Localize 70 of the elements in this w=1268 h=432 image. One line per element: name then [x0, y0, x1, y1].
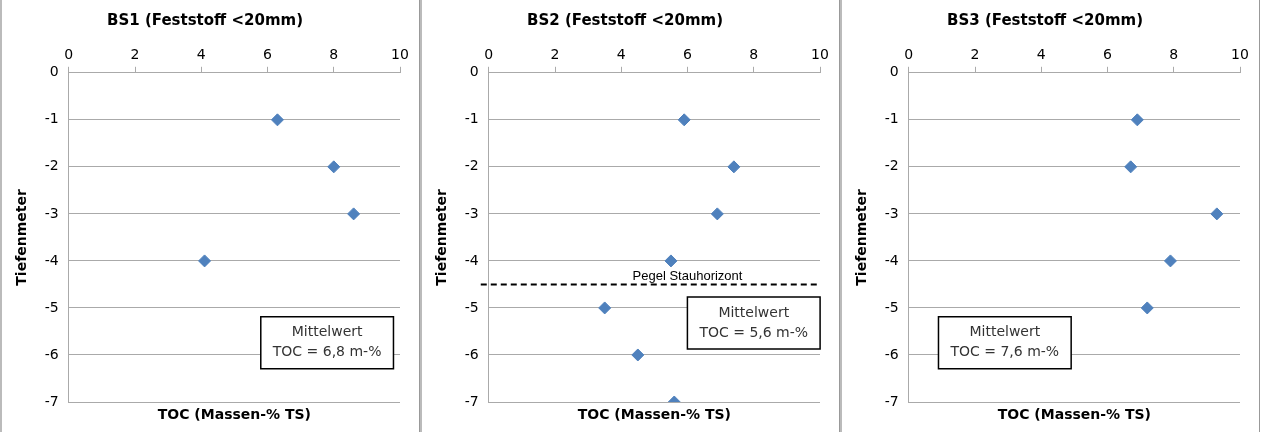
- x-tick-label: 10: [1231, 46, 1249, 63]
- y-tick-label: -4: [44, 251, 59, 268]
- point: [270, 113, 284, 127]
- y-tick-label: 0: [889, 63, 899, 80]
- x-tick-label: 4: [1036, 46, 1046, 63]
- point: [198, 254, 212, 268]
- x-tick-label: 8: [749, 46, 759, 63]
- x-tick-label: 8: [1169, 46, 1179, 63]
- y-tick-label: -7: [44, 392, 59, 409]
- point: [664, 254, 678, 268]
- y-tick-label: -1: [44, 110, 59, 127]
- point: [631, 348, 645, 362]
- y-tick-label: -1: [884, 110, 899, 127]
- y-tick-label: 0: [49, 63, 59, 80]
- x-axis-title: TOC (Massen-% TS): [577, 405, 731, 422]
- y-tick-label: -7: [464, 392, 479, 409]
- y-tick-label: -2: [884, 157, 899, 174]
- point: [710, 207, 724, 221]
- point: [677, 113, 691, 127]
- annotation: Mittelwert TOC = 5,6 m-%: [698, 303, 809, 340]
- x-tick-label: 0: [904, 46, 914, 63]
- y-tick-label: -6: [44, 345, 59, 362]
- x-axis-title: TOC (Massen-% TS): [157, 405, 311, 422]
- point: [327, 160, 341, 174]
- x-tick-label: 6: [1103, 46, 1113, 63]
- x-tick-label: 6: [683, 46, 693, 63]
- point: [1140, 301, 1154, 315]
- y-tick-label: -5: [44, 298, 59, 315]
- x-axis-title: TOC (Massen-% TS): [997, 405, 1151, 422]
- ref-line-label: Pegel Stauhorizont: [632, 267, 743, 283]
- chart-title: BS1 (Feststoff <20mm): [107, 10, 303, 29]
- x-tick-label: 2: [970, 46, 980, 63]
- y-axis-title: Tiefenmeter: [853, 189, 870, 286]
- x-tick-label: 10: [391, 46, 409, 63]
- y-tick-label: 0: [469, 63, 479, 80]
- y-tick-label: -2: [464, 157, 479, 174]
- y-tick-label: -3: [884, 204, 899, 221]
- y-tick-label: -1: [464, 110, 479, 127]
- point: [598, 301, 612, 315]
- point: [1130, 113, 1144, 127]
- y-tick-label: -4: [464, 251, 479, 268]
- point: [1124, 160, 1138, 174]
- y-axis-title: Tiefenmeter: [13, 189, 30, 286]
- y-tick-label: -5: [884, 298, 899, 315]
- x-tick-label: 4: [196, 46, 206, 63]
- y-tick-label: -6: [884, 345, 899, 362]
- point: [727, 160, 741, 174]
- x-tick-label: 8: [329, 46, 339, 63]
- point: [1163, 254, 1177, 268]
- chart-title: BS3 (Feststoff <20mm): [947, 10, 1143, 29]
- y-tick-label: -6: [464, 345, 479, 362]
- x-tick-label: 2: [550, 46, 560, 63]
- point: [347, 207, 361, 221]
- y-tick-label: -3: [44, 204, 59, 221]
- annotation: Mittelwert TOC = 6,8 m-%: [271, 323, 382, 360]
- x-tick-label: 2: [130, 46, 140, 63]
- x-tick-label: 4: [616, 46, 626, 63]
- chart-title: BS2 (Feststoff <20mm): [527, 10, 723, 29]
- x-tick-label: 10: [811, 46, 829, 63]
- y-tick-label: -2: [44, 157, 59, 174]
- x-tick-label: 0: [484, 46, 494, 63]
- point: [1210, 207, 1224, 221]
- y-tick-label: -5: [464, 298, 479, 315]
- y-axis-title: Tiefenmeter: [433, 189, 450, 286]
- y-tick-label: -4: [884, 251, 899, 268]
- y-tick-label: -7: [884, 392, 899, 409]
- y-tick-label: -3: [464, 204, 479, 221]
- x-tick-label: 0: [64, 46, 74, 63]
- x-tick-label: 6: [263, 46, 273, 63]
- annotation: Mittelwert TOC = 7,6 m-%: [949, 323, 1060, 360]
